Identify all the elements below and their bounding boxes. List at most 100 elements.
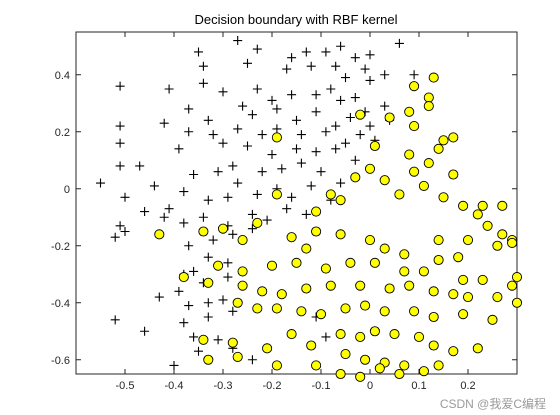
plus-marker: [203, 298, 213, 308]
circle-marker: [364, 234, 376, 246]
circle-marker: [257, 286, 268, 297]
y-tick-label: 0.4: [55, 70, 70, 82]
plus-marker: [336, 178, 346, 188]
circle-marker: [325, 280, 336, 291]
plus-marker: [296, 130, 306, 140]
plus-marker: [140, 326, 150, 336]
circle-marker: [458, 274, 469, 286]
circle-marker: [423, 101, 434, 112]
circle-marker: [462, 234, 474, 246]
circle-marker: [350, 172, 361, 183]
circle-marker: [271, 189, 282, 200]
circle-marker: [418, 266, 429, 277]
plus-marker: [257, 167, 267, 177]
plus-marker: [110, 232, 120, 242]
plus-marker: [115, 161, 125, 171]
circle-marker: [237, 234, 248, 246]
plus-marker: [267, 95, 277, 105]
circle-marker: [262, 343, 273, 354]
plus-marker: [321, 332, 331, 342]
circle-marker: [364, 163, 376, 174]
circle-marker: [335, 368, 346, 380]
x-tick-label: 0.2: [460, 380, 475, 392]
plus-marker: [257, 130, 267, 140]
circle-marker: [394, 189, 405, 200]
circle-marker: [511, 272, 523, 283]
circle-marker: [477, 200, 488, 211]
circle-marker: [315, 309, 327, 320]
plus-marker: [174, 144, 184, 154]
circle-marker: [355, 331, 366, 343]
plus-marker: [365, 121, 375, 131]
plus-marker: [306, 181, 316, 191]
circle-marker: [384, 283, 395, 294]
chart-title: Decision boundary with RBF kernel: [194, 12, 397, 27]
circle-marker: [511, 297, 523, 308]
plus-marker: [154, 292, 164, 302]
circle-marker: [448, 289, 459, 300]
circle-marker: [345, 257, 356, 268]
circle-marker: [404, 149, 415, 160]
y-tick-label: 0: [64, 184, 70, 196]
plus-marker: [311, 107, 321, 117]
circle-marker: [389, 329, 400, 340]
plus-marker: [394, 38, 404, 48]
plus-marker: [213, 167, 223, 177]
circle-marker: [462, 291, 474, 303]
circle-marker: [311, 226, 322, 237]
plus-marker: [194, 346, 203, 356]
circle-marker: [448, 132, 459, 143]
circle-marker: [384, 112, 395, 123]
plus-marker: [311, 90, 321, 100]
plus-marker: [174, 286, 184, 296]
plus-marker: [164, 204, 174, 214]
plus-marker: [287, 90, 297, 100]
circle-marker: [237, 266, 248, 277]
circle-marker: [271, 360, 282, 371]
circle-marker: [335, 195, 346, 206]
circle-marker: [271, 303, 282, 314]
plus-marker: [292, 144, 301, 154]
circle-marker: [213, 260, 224, 271]
plus-marker: [223, 272, 233, 282]
plus-marker: [326, 84, 336, 94]
plus-marker: [115, 121, 125, 131]
y-tick-label: -0.2: [51, 241, 70, 253]
circle-marker: [409, 306, 420, 317]
circle-marker: [266, 260, 278, 271]
plus-marker: [115, 81, 125, 91]
plus-marker: [365, 50, 375, 60]
plus-marker: [238, 101, 248, 111]
circle-marker: [306, 340, 317, 351]
x-tick-label: -0.3: [214, 380, 233, 392]
circle-marker: [355, 109, 366, 120]
circle-marker: [399, 249, 410, 260]
plus-marker: [184, 301, 194, 311]
plus-marker: [159, 118, 169, 128]
circle-marker: [335, 329, 346, 340]
plus-marker: [198, 78, 208, 88]
circle-marker: [433, 360, 444, 371]
plus-marker: [247, 224, 257, 234]
plus-marker: [355, 130, 365, 140]
plus-marker: [243, 141, 252, 151]
plus-marker: [194, 47, 203, 57]
plus-marker: [203, 195, 213, 205]
circle-marker: [458, 309, 469, 320]
circle-marker: [507, 280, 518, 291]
circle-marker: [232, 351, 243, 362]
circle-marker: [497, 229, 508, 240]
circle-marker: [399, 266, 410, 277]
circle-marker: [291, 257, 302, 268]
plus-marker: [292, 115, 301, 125]
plus-marker: [198, 212, 208, 222]
circle-marker: [379, 306, 390, 317]
circle-marker: [428, 72, 439, 83]
plus-marker: [282, 204, 292, 214]
plus-marker: [321, 47, 331, 57]
circle-marker: [271, 132, 282, 143]
plus-marker: [247, 355, 257, 365]
circle-marker: [203, 354, 214, 365]
circle-marker: [404, 106, 415, 117]
plus-marker: [140, 207, 150, 217]
